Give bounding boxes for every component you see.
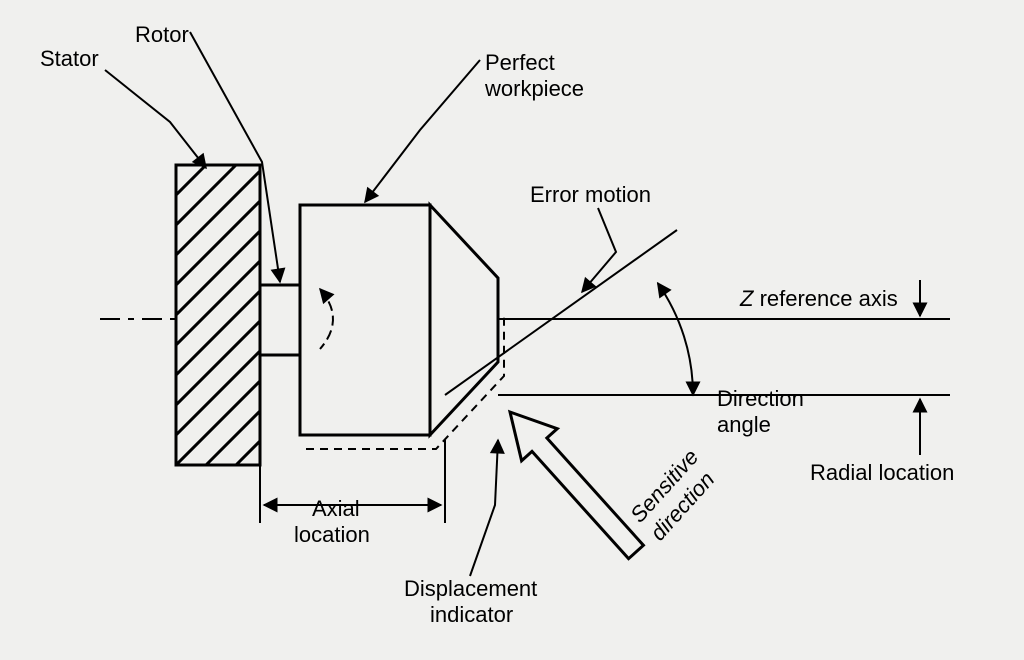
stator-label: Stator	[40, 46, 99, 71]
diagram-canvas: Stator Rotor Perfect workpiece Error mot…	[0, 0, 1024, 660]
direction-angle-label-2: angle	[717, 412, 771, 437]
z-reference-axis-label: Z reference axis	[739, 286, 898, 311]
displacement-indicator-label-1: Displacement	[404, 576, 537, 601]
perfect-workpiece-label-1: Perfect	[485, 50, 555, 75]
displacement-indicator-label-2: indicator	[430, 602, 513, 627]
radial-location-label: Radial location	[810, 460, 954, 485]
error-motion-label: Error motion	[530, 182, 651, 207]
axial-location-label-1: Axial	[312, 496, 360, 521]
perfect-workpiece-label-2: workpiece	[484, 76, 584, 101]
rotor-shaft	[260, 285, 300, 355]
rotor-label: Rotor	[135, 22, 189, 47]
direction-angle-label-1: Direction	[717, 386, 804, 411]
axial-location-label-2: location	[294, 522, 370, 547]
